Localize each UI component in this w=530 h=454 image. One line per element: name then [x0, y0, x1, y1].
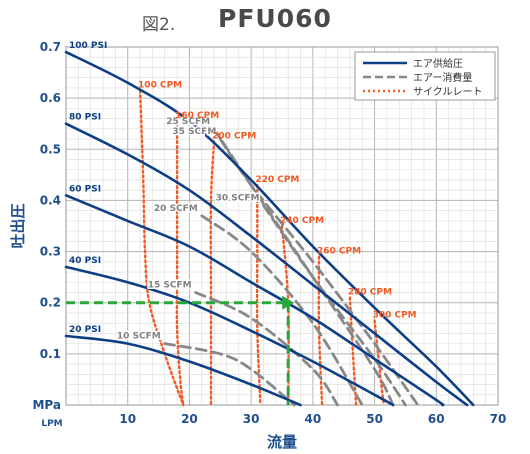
series-line-260-cpm: [317, 255, 324, 407]
series-label-100-cpm: 100 CPM: [138, 80, 182, 90]
series-label-240-cpm: 240 CPM: [280, 216, 324, 226]
series-label-60-psi: 60 PSI: [69, 184, 101, 194]
series-label-20-psi: 20 PSI: [69, 325, 101, 335]
series-label-220-cpm: 220 CPM: [255, 175, 299, 185]
y-tick-label: 0.5: [40, 142, 61, 156]
series-line-10-scfm: [163, 342, 296, 407]
series-label-40-psi: 40 PSI: [69, 256, 101, 266]
y-tick-label: 0.1: [40, 347, 61, 361]
y-tick-label: 0.6: [40, 91, 61, 105]
operating-point-arrow: [282, 295, 295, 310]
series-line-20-scfm: [200, 214, 364, 407]
series-labels: 100 PSI 80 PSI 60 PSI 40 PSI 20 PSI 35 SCFM 30…: [69, 41, 417, 343]
series-line-100-psi: [64, 50, 475, 407]
series-label-30-scfm: 30 SCFM: [216, 194, 260, 204]
x-tick-label: 10: [119, 412, 136, 426]
x-tick-label: 20: [181, 412, 198, 426]
series-label-200-cpm: 200 CPM: [212, 132, 256, 142]
series-label-25-scfm: 25 SCFM: [166, 117, 210, 127]
y-tick-label: 0.4: [40, 193, 61, 207]
series-label-15-scfm: 15 SCFM: [148, 280, 192, 290]
plot-border: [65, 46, 499, 406]
x-tick-label: 40: [305, 412, 322, 426]
y-unit-label: MPa: [32, 398, 61, 412]
x-tick-label: 60: [428, 412, 445, 426]
series-line-20-psi: [64, 334, 302, 407]
chart-header: 図2. PFU060: [0, 2, 530, 38]
series-line-60-psi: [64, 194, 445, 407]
legend-label: サイクルレート: [413, 86, 483, 98]
series-label-160-cpm: 160 CPM: [175, 111, 219, 121]
y-tick-label: 0.3: [40, 245, 61, 259]
y-tick-label: 0.7: [40, 40, 61, 54]
series-line-30-scfm: [262, 204, 407, 407]
x-unit-label: LPM: [41, 419, 62, 429]
series-label-100-psi: 100 PSI: [69, 41, 107, 51]
x-axis-title: 流量: [267, 433, 297, 451]
series-label-10-scfm: 10 SCFM: [117, 332, 161, 342]
series-label-280-cpm: 280 CPM: [348, 288, 392, 298]
operating-point-guides: [66, 295, 295, 405]
series-label-80-psi: 80 PSI: [69, 113, 101, 123]
y-axis-title: 吐出圧: [9, 203, 27, 248]
chart-axes: 0.1 0.2 0.3 0.4 0.5 0.6 0.7 MPa 10 20 30 40 50 60 70 LP…: [9, 40, 506, 451]
series-line-80-psi: [64, 122, 469, 407]
x-tick-label: 50: [366, 412, 383, 426]
series-label-260-cpm: 260 CPM: [317, 247, 361, 257]
x-tick-label: 30: [243, 412, 260, 426]
series-label-35-scfm: 35 SCFM: [172, 127, 216, 137]
series-label-20-scfm: 20 SCFM: [154, 204, 198, 214]
y-tick-label: 0.2: [40, 296, 61, 310]
x-tick-label: 70: [490, 412, 507, 426]
legend-label: エアー消費量: [413, 71, 472, 84]
series-line-200-cpm: [209, 140, 216, 407]
chart-title: PFU060: [218, 4, 332, 33]
figure-label: 図2.: [142, 15, 176, 35]
series-label-300-cpm: 300 CPM: [373, 311, 417, 321]
supply-pressure-lines: [64, 50, 475, 407]
series-line-220-cpm: [255, 183, 262, 407]
series-line-40-psi: [64, 265, 395, 407]
legend-label: エア供給圧: [413, 57, 463, 70]
